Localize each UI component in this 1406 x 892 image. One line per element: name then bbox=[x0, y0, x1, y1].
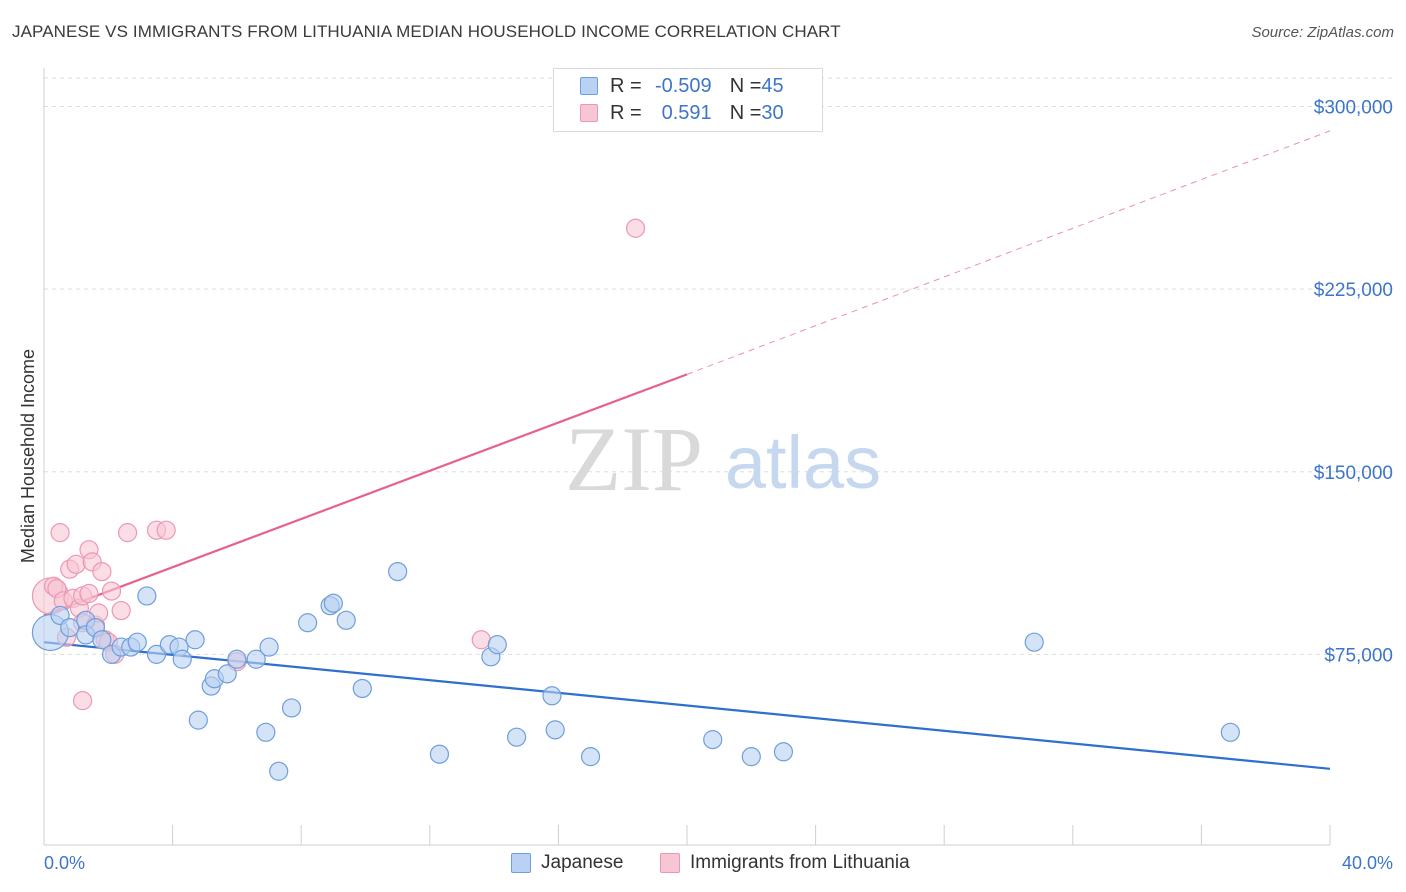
japanese-point bbox=[580, 747, 601, 767]
y-tick-label: $150,000 bbox=[1314, 463, 1393, 484]
japanese-point bbox=[146, 644, 167, 664]
correlation-legend: R = -0.509 N = 45 R = 0.591 N = 30 bbox=[553, 68, 823, 132]
bottom-legend-lithuania: Immigrants from Lithuania bbox=[660, 852, 910, 874]
lithuania-point bbox=[117, 523, 138, 543]
zipatlas-watermark: ZIP atlas bbox=[565, 408, 881, 510]
legend-r-label: R = bbox=[610, 74, 642, 97]
japanese-point bbox=[227, 649, 247, 669]
lithuania-swatch bbox=[580, 104, 598, 122]
legend-n-value: 30 bbox=[761, 101, 784, 124]
japanese-point bbox=[773, 742, 794, 762]
japanese-swatch bbox=[580, 77, 598, 95]
legend-n-value: 45 bbox=[761, 74, 784, 97]
japanese-point bbox=[172, 649, 192, 669]
japanese-point bbox=[388, 561, 408, 582]
lithuania-point bbox=[92, 561, 112, 582]
x-tick-label: 40.0% bbox=[1342, 853, 1393, 873]
chart-title: JAPANESE VS IMMIGRANTS FROM LITHUANIA ME… bbox=[12, 22, 841, 41]
japanese-point bbox=[185, 630, 205, 650]
grid-lines bbox=[44, 77, 1392, 655]
lithuania-point bbox=[111, 600, 131, 621]
japanese-point bbox=[487, 635, 507, 655]
lithuania-point bbox=[72, 691, 93, 711]
lithuania-point bbox=[50, 523, 70, 543]
lithuania-point bbox=[625, 218, 646, 238]
japanese-point bbox=[60, 617, 80, 638]
lithuania-point bbox=[471, 630, 491, 650]
legend-row-japanese: R = -0.509 N = 45 bbox=[580, 74, 784, 98]
y-axis-label: Median Household Income bbox=[18, 349, 38, 563]
y-tick-label: $225,000 bbox=[1314, 280, 1393, 301]
source-label: Source: ZipAtlas.com bbox=[1251, 24, 1394, 41]
japanese-point bbox=[269, 761, 289, 781]
japanese-point bbox=[323, 593, 343, 613]
japanese-swatch bbox=[511, 853, 531, 873]
japanese-point bbox=[703, 730, 723, 750]
legend-n-label: N = bbox=[729, 74, 762, 97]
japanese-point bbox=[542, 686, 562, 706]
lithuania-point bbox=[79, 583, 99, 604]
axes bbox=[43, 68, 1331, 846]
lithuania-point bbox=[101, 581, 122, 601]
lithuania-trend-line bbox=[43, 373, 688, 617]
japanese-point bbox=[188, 710, 208, 730]
bottom-legend-japanese: Japanese bbox=[511, 852, 623, 874]
japanese-point bbox=[246, 649, 266, 669]
legend-row-lithuania: R = 0.591 N = 30 bbox=[580, 101, 784, 125]
japanese-point bbox=[336, 610, 356, 630]
japanese-point bbox=[507, 727, 527, 747]
japanese-point bbox=[281, 698, 302, 718]
japanese-point bbox=[298, 613, 318, 633]
y-tick-label: $300,000 bbox=[1314, 98, 1393, 119]
data-points bbox=[31, 218, 1240, 781]
japanese-point bbox=[92, 630, 112, 650]
japanese-point bbox=[137, 586, 157, 606]
japanese-point bbox=[545, 720, 565, 740]
legend-r-value: 0.591 bbox=[661, 101, 712, 124]
lithuania-point bbox=[156, 520, 176, 540]
japanese-point bbox=[256, 722, 276, 742]
japanese-point bbox=[1024, 632, 1044, 652]
legend-r-value: -0.509 bbox=[654, 74, 712, 97]
japanese-point bbox=[217, 664, 237, 684]
legend-n-label: N = bbox=[729, 101, 762, 124]
watermark-zip: ZIP bbox=[565, 408, 703, 510]
bottom-legend-label: Japanese bbox=[541, 852, 624, 873]
japanese-point bbox=[259, 637, 279, 657]
watermark-atlas: atlas bbox=[725, 421, 881, 504]
japanese-point bbox=[741, 747, 761, 767]
japanese-point bbox=[429, 744, 450, 764]
bottom-legend-label: Immigrants from Lithuania bbox=[690, 852, 910, 873]
y-tick-label: $75,000 bbox=[1324, 645, 1393, 666]
japanese-point bbox=[127, 632, 147, 652]
x-tick-label: 0.0% bbox=[44, 853, 85, 873]
lithuania-point bbox=[66, 554, 86, 574]
japanese-point bbox=[1220, 722, 1240, 742]
lithuania-swatch bbox=[660, 853, 680, 873]
tick-labels: $75,000 $150,000 $225,000 $300,000 0.0% 40.0% bbox=[44, 98, 1393, 873]
lithuania-trend-extension bbox=[686, 130, 1331, 375]
japanese-point bbox=[352, 678, 372, 699]
legend-r-label: R = bbox=[610, 101, 642, 124]
